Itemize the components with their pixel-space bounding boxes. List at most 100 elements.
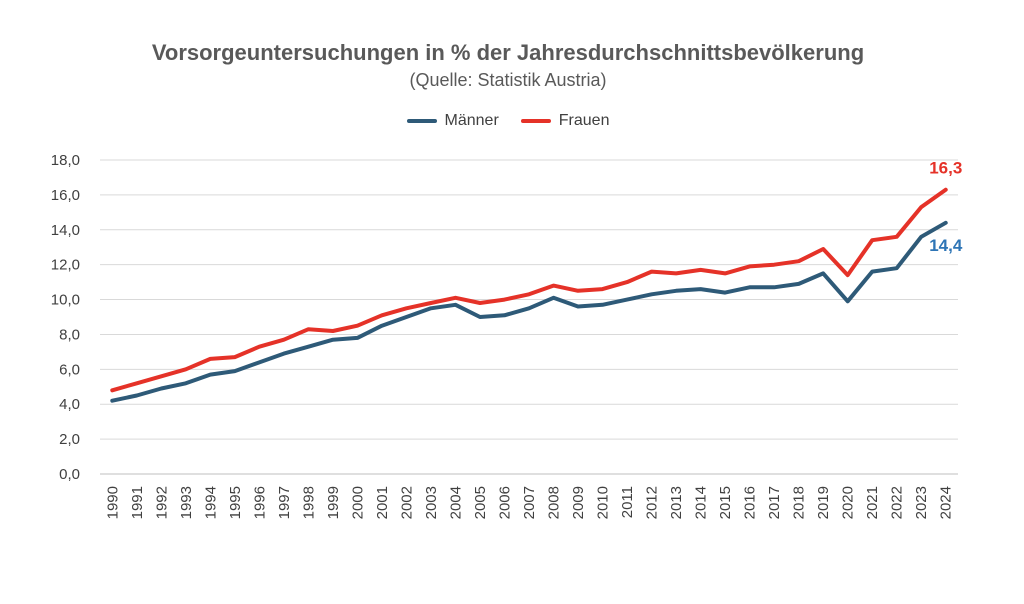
legend-item-maenner: Männer — [406, 112, 499, 130]
data-point — [674, 289, 678, 293]
chart-legend: Männer Frauen — [0, 112, 1016, 130]
data-point — [208, 373, 212, 377]
y-tick-label: 16,0 — [51, 187, 80, 204]
data-point — [429, 306, 433, 310]
data-point — [821, 247, 825, 251]
data-point — [846, 273, 850, 277]
x-tick-label: 2018 — [791, 486, 808, 519]
y-tick-label: 4,0 — [59, 396, 80, 413]
legend-label-frauen: Frauen — [558, 112, 610, 129]
x-tick-label: 1996 — [251, 486, 268, 519]
x-tick-label: 2004 — [447, 486, 464, 519]
x-tick-label: 2024 — [938, 486, 955, 519]
data-point — [135, 381, 139, 385]
legend-swatch-maenner — [406, 119, 437, 123]
data-point — [650, 292, 654, 296]
x-tick-label: 2015 — [717, 486, 734, 519]
y-tick-label: 0,0 — [59, 466, 80, 483]
data-point — [699, 287, 703, 291]
data-point — [748, 285, 752, 289]
data-point — [233, 355, 237, 359]
y-tick-label: 2,0 — [59, 431, 80, 448]
data-point — [601, 287, 605, 291]
y-tick-label: 12,0 — [51, 257, 80, 274]
data-point — [159, 374, 163, 378]
legend-item-frauen: Frauen — [520, 112, 610, 130]
data-point — [404, 315, 408, 319]
x-tick-label: 2006 — [496, 486, 513, 519]
data-point — [674, 271, 678, 275]
x-tick-label: 1997 — [276, 486, 293, 519]
data-point — [870, 238, 874, 242]
data-point — [625, 298, 629, 302]
y-tick-label: 8,0 — [59, 326, 80, 343]
x-tick-label: 2012 — [644, 486, 661, 519]
x-tick-label: 1999 — [325, 486, 342, 519]
data-point — [870, 270, 874, 274]
x-tick-label: 1994 — [202, 486, 219, 519]
data-point — [772, 263, 776, 267]
chart-title: Vorsorgeuntersuchungen in % der Jahresdu… — [151, 40, 865, 65]
data-point — [184, 367, 188, 371]
x-tick-label: 1990 — [104, 486, 121, 519]
x-tick-label: 2001 — [374, 486, 391, 519]
chart-subtitle: (Quelle: Statistik Austria) — [409, 70, 607, 90]
x-tick-label: 2014 — [693, 486, 710, 519]
data-point — [576, 305, 580, 309]
data-point — [355, 324, 359, 328]
data-point — [797, 282, 801, 286]
data-point — [797, 259, 801, 263]
x-tick-label: 2007 — [521, 486, 538, 519]
data-point — [821, 271, 825, 275]
data-point — [919, 235, 923, 239]
data-point — [355, 336, 359, 340]
data-point — [576, 289, 580, 293]
data-point — [159, 387, 163, 391]
data-point — [895, 266, 899, 270]
data-point — [527, 306, 531, 310]
x-tick-label: 1991 — [129, 486, 146, 519]
x-tick-label: 2013 — [668, 486, 685, 519]
data-point — [257, 345, 261, 349]
legend-label-maenner: Männer — [444, 112, 499, 129]
data-point — [453, 296, 457, 300]
data-point — [625, 280, 629, 284]
data-point — [429, 301, 433, 305]
x-tick-label: 1998 — [300, 486, 317, 519]
data-point — [404, 306, 408, 310]
data-point — [650, 270, 654, 274]
end-data-label-maenner: 14,4 — [929, 236, 963, 255]
y-tick-label: 18,0 — [51, 152, 80, 169]
x-tick-label: 2000 — [349, 486, 366, 519]
data-point — [478, 301, 482, 305]
legend-swatch-frauen — [520, 119, 551, 123]
data-point — [748, 264, 752, 268]
data-point — [257, 360, 261, 364]
data-point — [601, 303, 605, 307]
data-point — [527, 292, 531, 296]
data-point — [723, 291, 727, 295]
x-tick-label: 2021 — [864, 486, 881, 519]
data-point — [699, 268, 703, 272]
data-point — [944, 188, 948, 192]
data-point — [331, 329, 335, 333]
data-point — [502, 298, 506, 302]
series-line-frauen — [110, 187, 948, 393]
data-point — [282, 338, 286, 342]
data-point — [846, 299, 850, 303]
data-point — [944, 221, 948, 225]
data-point — [919, 205, 923, 209]
x-tick-label: 2017 — [766, 486, 783, 519]
data-point — [135, 394, 139, 397]
y-tick-label: 10,0 — [51, 292, 80, 309]
x-tick-label: 2005 — [472, 486, 489, 519]
x-tick-label: 2009 — [570, 486, 587, 519]
x-tick-label: 2010 — [595, 486, 612, 519]
data-point — [331, 338, 335, 342]
x-tick-label: 2011 — [619, 486, 636, 518]
x-tick-label: 2022 — [889, 486, 906, 519]
data-point — [552, 284, 556, 288]
x-tick-label: 2019 — [815, 486, 832, 519]
end-data-label-frauen: 16,3 — [929, 159, 962, 178]
